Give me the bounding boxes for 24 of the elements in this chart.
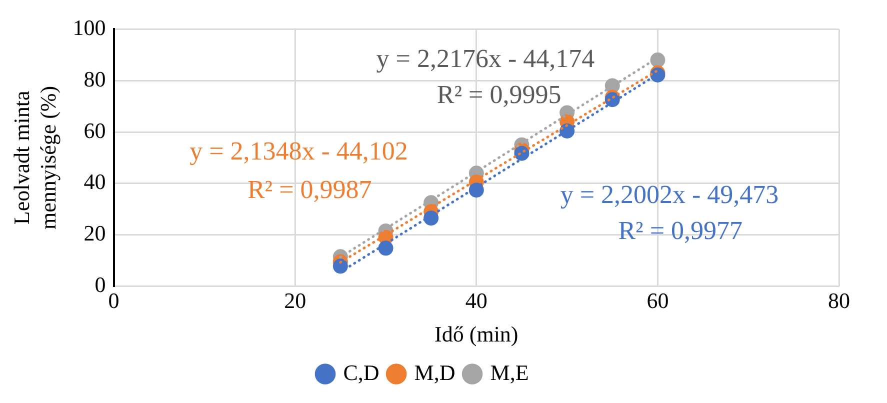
y-tick-label: 60: [84, 118, 106, 143]
annotation: y = 2,2176x - 44,174: [376, 44, 595, 73]
legend-label: C,D: [343, 360, 380, 385]
x-tick-label: 80: [828, 288, 850, 314]
legend-label: M,E: [490, 360, 529, 385]
x-tick-label: 40: [465, 288, 488, 314]
x-tick-label: 20: [284, 288, 306, 314]
point: [424, 210, 439, 226]
y-tick-label: 0: [94, 272, 106, 297]
y-tick-label: 20: [84, 220, 106, 246]
x-axis-title: Idő (min): [434, 322, 518, 347]
legend-label: M,D: [414, 360, 456, 385]
y-tick-label: 80: [84, 66, 106, 92]
annotation: y = 2,1348x - 44,102: [190, 136, 408, 166]
y-tick-label: 40: [84, 169, 106, 194]
annotation: R² = 0,9977: [618, 216, 743, 246]
x-tick-label: 60: [646, 288, 669, 314]
annotation: R² = 0,9987: [247, 174, 372, 204]
annotation: y = 2,2002x - 49,473: [560, 180, 779, 210]
point: [378, 240, 394, 256]
y-axis-title: Leolvadt minta mennyisége (%): [8, 86, 60, 230]
point: [468, 182, 484, 198]
y-tick-label: 100: [72, 14, 106, 40]
annotation: R² = 0,9995: [436, 80, 562, 109]
